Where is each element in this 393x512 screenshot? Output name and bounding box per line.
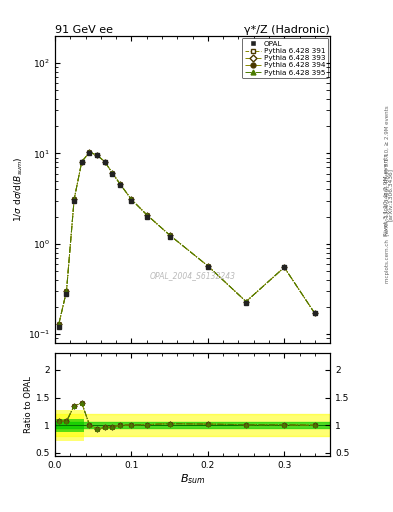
Text: mcplots.cern.ch  [arXiv:1306.3436]  Rivet 3.1.10, ≥ 2.9M events: mcplots.cern.ch [arXiv:1306.3436] Rivet …: [385, 106, 389, 283]
Y-axis label: 1/$\sigma$ d$\sigma$/d($B_{sum}$): 1/$\sigma$ d$\sigma$/d($B_{sum}$): [13, 157, 25, 222]
Text: [arXiv:1306.3436]: [arXiv:1306.3436]: [388, 168, 393, 221]
Y-axis label: Ratio to OPAL: Ratio to OPAL: [24, 376, 33, 433]
Legend: OPAL, Pythia 6.428 391, Pythia 6.428 393, Pythia 6.428 394, Pythia 6.428 395: OPAL, Pythia 6.428 391, Pythia 6.428 393…: [242, 38, 328, 78]
Bar: [55, 410, 84, 441]
Bar: [55, 422, 330, 428]
Text: γ*/Z (Hadronic): γ*/Z (Hadronic): [244, 25, 330, 35]
X-axis label: $B_{sum}$: $B_{sum}$: [180, 472, 206, 486]
Bar: [55, 414, 330, 436]
Text: 91 GeV ee: 91 GeV ee: [55, 25, 113, 35]
Bar: [55, 419, 84, 432]
Text: OPAL_2004_S6132243: OPAL_2004_S6132243: [150, 271, 235, 280]
Text: Rivet 3.1.10, ≥ 2.9M events: Rivet 3.1.10, ≥ 2.9M events: [383, 153, 388, 236]
